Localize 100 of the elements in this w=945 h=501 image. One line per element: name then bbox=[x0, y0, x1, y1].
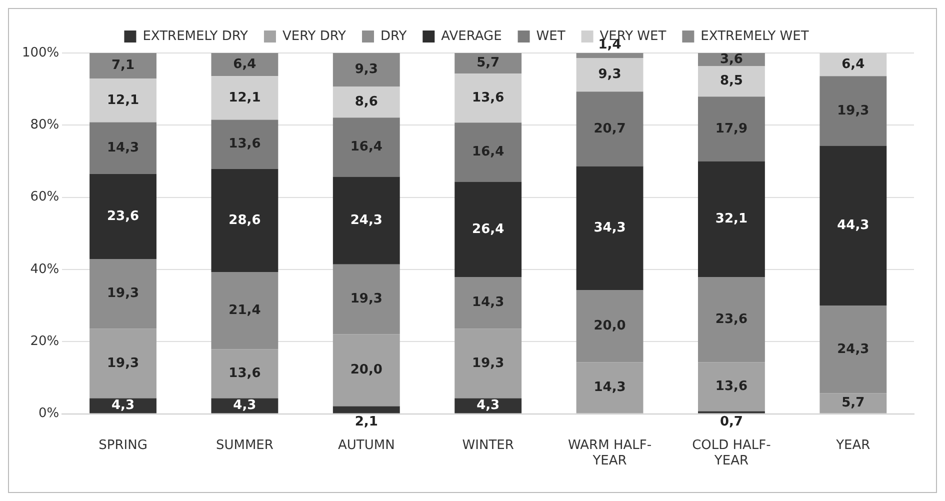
data-label: 14,3 bbox=[472, 295, 504, 310]
bar bbox=[90, 78, 156, 122]
data-label: 4,3 bbox=[233, 398, 256, 414]
y-tick-label: 0% bbox=[38, 406, 60, 422]
legend-label: EXTREMELY DRY bbox=[142, 28, 248, 44]
data-label: 32,1 bbox=[715, 212, 748, 227]
legend-label: VERY DRY bbox=[282, 28, 346, 44]
bar bbox=[211, 120, 278, 169]
x-tick-label: COLD HALF-YEAR bbox=[692, 438, 772, 469]
x-tick-label: YEAR bbox=[835, 438, 870, 453]
data-label: 44,3 bbox=[837, 218, 870, 234]
data-label: 20,0 bbox=[594, 318, 626, 334]
data-label: 19,3 bbox=[837, 103, 870, 118]
data-label: 13,6 bbox=[472, 90, 504, 106]
bar bbox=[90, 174, 156, 260]
bar bbox=[820, 76, 887, 146]
data-label: 13,6 bbox=[228, 136, 261, 152]
bar bbox=[454, 53, 522, 74]
data-label: 20,7 bbox=[594, 121, 626, 136]
data-label: 14,3 bbox=[106, 140, 140, 156]
bar bbox=[576, 53, 644, 58]
bar bbox=[454, 328, 522, 398]
data-label: 12,1 bbox=[228, 90, 261, 106]
data-label: 0,7 bbox=[720, 414, 743, 430]
bar bbox=[820, 146, 887, 306]
bar bbox=[820, 393, 887, 414]
bar bbox=[90, 328, 156, 398]
bar bbox=[454, 74, 522, 123]
bar bbox=[332, 118, 400, 177]
legend-label: AVERAGE bbox=[441, 28, 502, 44]
bar bbox=[90, 122, 156, 174]
y-tick-label: 100% bbox=[22, 45, 60, 60]
data-label: 19,3 bbox=[106, 286, 140, 302]
y-tick-label: 40% bbox=[30, 262, 60, 277]
bar bbox=[698, 362, 765, 412]
legend-label: WET bbox=[536, 28, 566, 44]
bar bbox=[332, 264, 400, 334]
bar bbox=[454, 277, 522, 329]
y-tick-label: 60% bbox=[30, 190, 60, 205]
data-label: 17,9 bbox=[715, 121, 748, 136]
data-label: 6,4 bbox=[233, 56, 256, 72]
data-label: 12,1 bbox=[106, 92, 140, 108]
bar bbox=[454, 122, 522, 182]
bar bbox=[698, 96, 765, 162]
data-label: 28,6 bbox=[228, 212, 261, 228]
data-label: 6,4 bbox=[842, 56, 865, 72]
data-label: 9,3 bbox=[354, 62, 378, 78]
data-label: 19,3 bbox=[472, 356, 504, 371]
bar bbox=[332, 176, 400, 264]
bar bbox=[576, 362, 644, 414]
bar bbox=[332, 334, 400, 406]
bar bbox=[332, 406, 400, 414]
data-label: 4,3 bbox=[476, 398, 500, 414]
data-label: 23,6 bbox=[106, 208, 140, 224]
bar bbox=[698, 161, 765, 278]
bar bbox=[820, 53, 887, 76]
data-label: 21,4 bbox=[228, 302, 261, 318]
x-tick-label: WINTER bbox=[462, 438, 514, 453]
x-tick-label: WARM HALF-YEAR bbox=[568, 438, 652, 469]
data-label: 2,1 bbox=[354, 414, 378, 430]
data-label: 19,3 bbox=[106, 356, 140, 371]
legend-label: EXTREMELY WET bbox=[700, 28, 809, 44]
bar bbox=[90, 53, 156, 79]
data-label: 19,3 bbox=[350, 292, 382, 307]
bar bbox=[454, 182, 522, 278]
bar bbox=[698, 277, 765, 362]
data-label: 24,3 bbox=[837, 342, 870, 357]
data-label: 34,3 bbox=[594, 220, 626, 236]
data-label: 7,1 bbox=[111, 58, 135, 74]
bar bbox=[211, 272, 278, 350]
data-label: 20,0 bbox=[350, 362, 382, 378]
data-label: 24,3 bbox=[350, 212, 382, 228]
x-tick-label: SUMMER bbox=[216, 438, 274, 453]
bar bbox=[332, 86, 400, 118]
bar bbox=[698, 66, 765, 97]
bar bbox=[211, 168, 278, 272]
bar bbox=[820, 306, 887, 394]
bar bbox=[576, 290, 644, 362]
data-label: 4,3 bbox=[111, 398, 135, 414]
data-label: 23,6 bbox=[715, 312, 748, 328]
bar bbox=[211, 76, 278, 120]
bar bbox=[90, 259, 156, 329]
data-label: 8,5 bbox=[720, 74, 743, 89]
data-label: 14,3 bbox=[594, 380, 626, 396]
data-label: 16,4 bbox=[472, 144, 504, 160]
bar bbox=[576, 58, 644, 92]
bar bbox=[211, 53, 278, 76]
bar bbox=[576, 92, 644, 166]
data-label: 8,6 bbox=[354, 94, 378, 110]
data-label: 3,6 bbox=[720, 52, 743, 67]
data-label: 5,7 bbox=[842, 396, 865, 411]
data-label: 26,4 bbox=[472, 222, 504, 237]
y-tick-label: 80% bbox=[30, 118, 60, 133]
data-label: 13,6 bbox=[228, 366, 261, 382]
data-label: 13,6 bbox=[715, 379, 748, 394]
bar bbox=[211, 349, 278, 398]
bar bbox=[332, 53, 400, 87]
data-label: 16,4 bbox=[350, 140, 382, 155]
bar bbox=[576, 166, 644, 290]
legend-label: DRY bbox=[380, 28, 407, 44]
